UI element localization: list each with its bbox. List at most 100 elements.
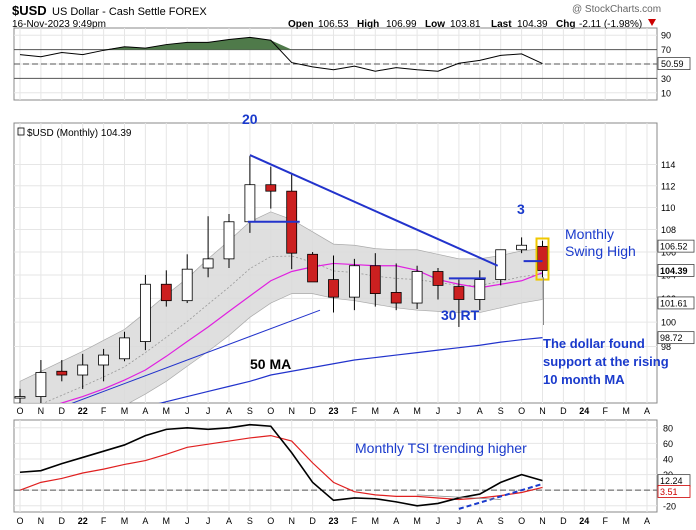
month-label: 22 xyxy=(78,406,88,416)
month-label: J xyxy=(457,406,462,416)
month-label-tsi: A xyxy=(142,516,148,526)
tsi-trend-arrow xyxy=(458,482,543,510)
candle-body xyxy=(307,253,319,283)
month-label: M xyxy=(163,406,171,416)
month-label: N xyxy=(38,406,45,416)
tsi-tick-label: -20 xyxy=(663,501,676,511)
tsi-line xyxy=(19,423,543,507)
candle-body xyxy=(244,184,256,223)
month-label: F xyxy=(101,406,107,416)
tsi-signal-value: 3.51 xyxy=(660,487,678,497)
rsi-plot xyxy=(19,36,543,72)
month-label-tsi: A xyxy=(477,516,483,526)
ma-label: 50 MA xyxy=(250,356,291,372)
month-label-tsi: A xyxy=(644,516,650,526)
tsi-tick-label: 60 xyxy=(663,439,673,449)
month-label: F xyxy=(602,406,608,416)
open-label: Open xyxy=(288,19,314,30)
price-panel-label: $USD (Monthly) 104.39 xyxy=(17,127,132,139)
month-label-tsi: N xyxy=(38,516,45,526)
last-label: Last xyxy=(491,19,512,30)
tsi-last-value: 12.24 xyxy=(660,476,683,486)
month-label-tsi: M xyxy=(413,516,421,526)
month-label-tsi: O xyxy=(267,516,274,526)
rsi-tick-label: 70 xyxy=(661,45,671,55)
last-candle-highlight xyxy=(535,237,550,281)
month-label-tsi: F xyxy=(602,516,608,526)
month-label: S xyxy=(247,406,253,416)
price-tick-label: 112 xyxy=(661,181,675,191)
candle-body xyxy=(369,265,381,295)
month-label-tsi: S xyxy=(498,516,504,526)
candle-body xyxy=(35,372,47,397)
month-label: A xyxy=(644,406,650,416)
rsi-overbought-fill xyxy=(20,37,543,50)
month-label: A xyxy=(142,406,148,416)
month-label: A xyxy=(226,406,232,416)
tsi-signal-value-box xyxy=(657,485,691,498)
candle-body xyxy=(411,271,423,304)
date-text: 16-Nov-2023 9:49pm xyxy=(12,19,106,30)
rsi-line xyxy=(19,36,543,72)
month-label-tsi: J xyxy=(457,516,462,526)
rsi-last-value: 50.59 xyxy=(661,59,684,69)
rsi-last-value-box xyxy=(657,57,691,70)
month-label: 24 xyxy=(579,406,589,416)
swing-text-2: Swing High xyxy=(565,243,636,259)
price-label-box xyxy=(657,331,695,345)
candle-body xyxy=(139,283,151,342)
note-line-1: The dollar found xyxy=(543,336,645,351)
candle-body xyxy=(390,292,402,304)
low-value: 103.81 xyxy=(450,19,481,30)
price-label: 101.61 xyxy=(660,298,688,308)
month-label-tsi: J xyxy=(185,516,190,526)
axis-labels: 907050301050.591141121101081061041021009… xyxy=(16,31,695,526)
open-value: 106.53 xyxy=(318,19,349,30)
band-midline xyxy=(42,255,543,403)
month-label-tsi: J xyxy=(206,516,211,526)
rsi-tick-label: 30 xyxy=(661,74,671,84)
tsi-panel-frame xyxy=(13,419,658,513)
note-line-3: 10 month MA xyxy=(543,372,625,387)
candle-body xyxy=(202,258,214,269)
price-tick-label: 108 xyxy=(661,225,676,235)
month-label: 23 xyxy=(328,406,338,416)
month-label-tsi: D xyxy=(59,516,66,526)
chg-value: -2.11 (-1.98%) xyxy=(579,19,642,30)
month-label: D xyxy=(309,406,316,416)
month-label-tsi: D xyxy=(309,516,316,526)
candle-body xyxy=(328,279,339,298)
month-label-tsi: 23 xyxy=(328,516,338,526)
candle-body xyxy=(453,286,465,300)
rsi-tick-label: 90 xyxy=(661,31,671,41)
low-label: Low xyxy=(425,19,445,30)
rt-label: 30 RT xyxy=(441,307,480,323)
candle-body xyxy=(77,364,89,376)
rsi-grid xyxy=(14,28,657,100)
rising-trendline xyxy=(71,309,321,403)
candle-body xyxy=(56,370,68,376)
note-line-2: support at the rising xyxy=(543,354,669,369)
tsi-tick-label: 80 xyxy=(663,423,673,433)
month-label-tsi: N xyxy=(539,516,546,526)
tsi-grid xyxy=(14,420,657,512)
price-label: 104.39 xyxy=(660,266,688,276)
high-value: 106.99 xyxy=(386,19,417,30)
price-label: 98.72 xyxy=(660,333,683,343)
peak-number: 20 xyxy=(242,111,258,127)
month-label-tsi: M xyxy=(372,516,380,526)
month-label-tsi: D xyxy=(560,516,567,526)
swing-text-1: Monthly xyxy=(565,226,614,242)
month-label: D xyxy=(560,406,567,416)
candle-body xyxy=(98,354,109,366)
high-label: High xyxy=(357,19,379,30)
month-label: D xyxy=(59,406,66,416)
month-label: J xyxy=(436,406,441,416)
swing-number: 3 xyxy=(517,201,525,217)
price-label-box xyxy=(657,264,695,277)
downtrend-line xyxy=(249,154,499,267)
month-label: O xyxy=(267,406,274,416)
month-label-tsi: A xyxy=(393,516,399,526)
down-arrow-icon xyxy=(648,19,656,26)
